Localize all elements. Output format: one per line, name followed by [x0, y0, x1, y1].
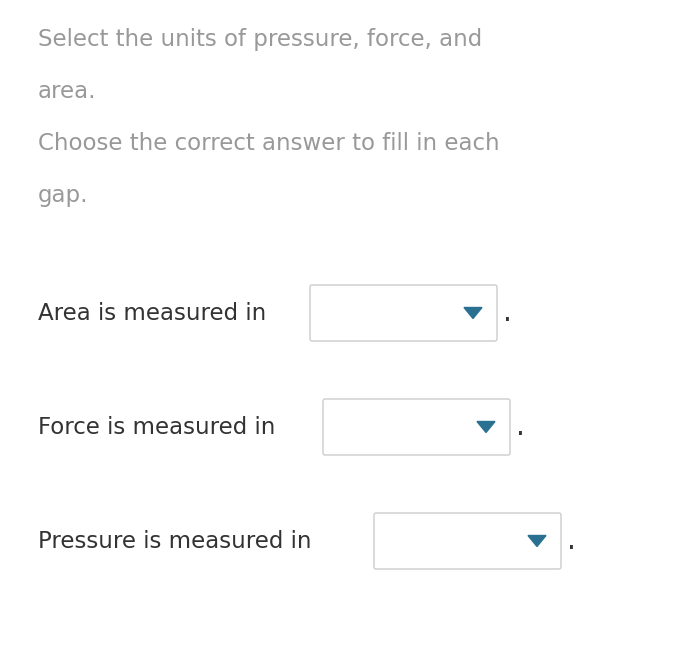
Text: Force is measured in: Force is measured in [38, 415, 275, 438]
FancyBboxPatch shape [310, 285, 497, 341]
Polygon shape [477, 421, 495, 432]
Text: area.: area. [38, 80, 97, 103]
Text: Pressure is measured in: Pressure is measured in [38, 529, 311, 553]
Text: .: . [516, 413, 525, 441]
Text: Select the units of pressure, force, and: Select the units of pressure, force, and [38, 28, 482, 51]
Polygon shape [464, 308, 482, 318]
Text: Choose the correct answer to fill in each: Choose the correct answer to fill in eac… [38, 132, 500, 155]
Text: gap.: gap. [38, 184, 89, 207]
Text: .: . [503, 299, 512, 327]
FancyBboxPatch shape [323, 399, 510, 455]
Text: .: . [567, 527, 576, 555]
Text: Area is measured in: Area is measured in [38, 302, 266, 324]
FancyBboxPatch shape [374, 513, 561, 569]
Polygon shape [528, 535, 546, 547]
